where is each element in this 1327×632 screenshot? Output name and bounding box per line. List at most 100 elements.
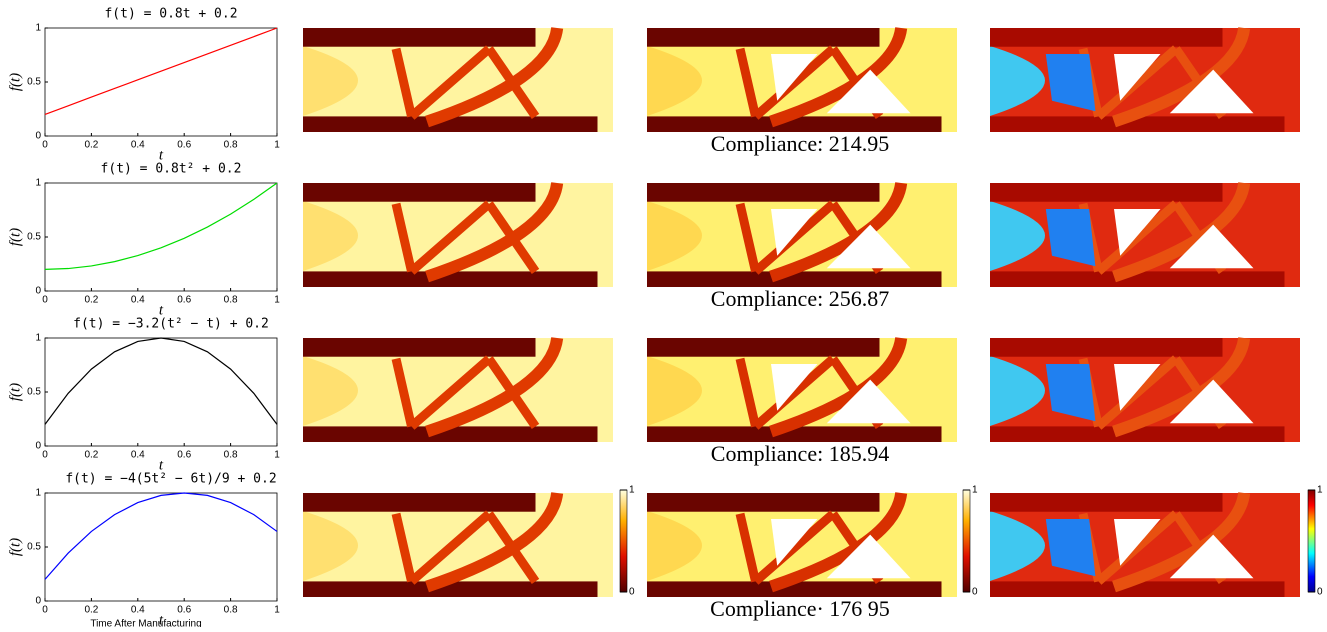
x-tick-label: 0.6 — [177, 140, 191, 151]
x-tick-label: 0.6 — [177, 450, 191, 461]
line-series — [44, 182, 278, 270]
x-caption: Time After Manufacturing — [90, 619, 201, 627]
panel-top — [303, 493, 536, 512]
x-tick-label: 0.4 — [131, 605, 145, 616]
y-tick-label: 1 — [35, 488, 41, 499]
panel-left — [990, 201, 1045, 271]
x-tick-label: 0 — [42, 450, 48, 461]
panel-hole — [1169, 379, 1254, 424]
y-tick-label: 0.5 — [27, 232, 41, 243]
design-panel — [303, 26, 613, 132]
colorbar-tick-label: 1 — [1317, 485, 1323, 496]
design-panel — [647, 491, 957, 597]
y-axis-label: f(t) — [7, 383, 23, 401]
x-tick-label: 1 — [274, 605, 280, 616]
x-axis-label: t — [159, 147, 164, 163]
design-panel — [990, 181, 1300, 287]
y-tick-label: 1 — [35, 178, 41, 189]
panel-hole — [771, 364, 818, 411]
panel-arch — [425, 336, 564, 438]
y-axis-label: f(t) — [7, 538, 23, 556]
x-tick-label: 0.8 — [224, 140, 238, 151]
x-tick-label: 0 — [42, 605, 48, 616]
design-panel — [990, 491, 1300, 597]
x-axis-label: t — [159, 457, 164, 473]
chart-title: f(t) = 0.8t² + 0.2 — [101, 162, 242, 177]
design-panel — [303, 336, 613, 442]
panel-inner — [1045, 519, 1096, 577]
x-tick-label: 0.2 — [84, 140, 98, 151]
panel-hole — [1169, 69, 1254, 114]
y-tick-label: 0.5 — [27, 387, 41, 398]
panel-bottom — [647, 271, 942, 287]
colorbar — [1307, 489, 1316, 593]
line-series — [44, 492, 278, 580]
colorbar — [962, 489, 971, 593]
panel-strut — [391, 45, 540, 120]
panel-strut — [391, 200, 540, 275]
line-series — [44, 337, 278, 425]
colorbar-tick-label: 1 — [972, 485, 978, 496]
y-tick-label: 1 — [35, 23, 41, 34]
design-panel — [990, 26, 1300, 132]
design-panel — [990, 336, 1300, 442]
y-tick-label: 0 — [35, 286, 41, 297]
plot-frame — [44, 27, 278, 137]
panel-hole — [1114, 519, 1161, 566]
y-tick-label: 0.5 — [27, 542, 41, 553]
x-axis-label: t — [159, 302, 164, 318]
panel-hole — [826, 69, 911, 114]
x-tick-label: 0.2 — [84, 605, 98, 616]
compliance-label: Compliance: 214.95 — [711, 131, 889, 156]
panel-top — [990, 183, 1223, 202]
panel-strut — [391, 510, 540, 585]
panel-hole — [771, 54, 818, 101]
panel-top — [303, 183, 536, 202]
x-tick-label: 0.6 — [177, 605, 191, 616]
design-panel — [647, 336, 957, 442]
compliance-label: Compliance: 256.87 — [711, 286, 889, 311]
x-tick-label: 1 — [274, 295, 280, 306]
panel-hole — [1114, 364, 1161, 411]
x-tick-label: 0.6 — [177, 295, 191, 306]
panel-top — [990, 338, 1223, 357]
y-tick-label: 1 — [35, 333, 41, 344]
panel-left — [303, 356, 358, 426]
panel-hole — [1169, 534, 1254, 579]
panel-bottom — [990, 581, 1285, 597]
panel-arch — [425, 26, 564, 128]
design-panel — [647, 181, 957, 287]
panel-left — [990, 356, 1045, 426]
x-tick-label: 0.4 — [131, 295, 145, 306]
x-tick-label: 0.2 — [84, 295, 98, 306]
panel-top — [647, 28, 880, 47]
panel-hole — [826, 534, 911, 579]
panel-left — [647, 46, 702, 116]
panel-bottom — [647, 581, 942, 597]
panel-bottom — [303, 116, 598, 132]
x-tick-label: 1 — [274, 140, 280, 151]
panel-left — [303, 511, 358, 581]
panel-top — [303, 338, 536, 357]
panel-bottom — [647, 426, 942, 442]
panel-hole — [771, 519, 818, 566]
x-tick-label: 0 — [42, 295, 48, 306]
design-panel — [303, 181, 613, 287]
colorbar-tick-label: 0 — [972, 587, 978, 598]
x-tick-label: 1 — [274, 450, 280, 461]
panel-inner — [1045, 209, 1096, 267]
colorbar-tick-label: 1 — [629, 485, 635, 496]
line-series — [44, 27, 278, 115]
x-tick-label: 0.4 — [131, 140, 145, 151]
compliance-label: Compliance· 176 95 — [710, 596, 890, 621]
x-tick-label: 0.8 — [224, 605, 238, 616]
panel-left — [647, 356, 702, 426]
panel-hole — [771, 209, 818, 256]
y-axis-label: f(t) — [7, 73, 23, 91]
y-axis-label: f(t) — [7, 228, 23, 246]
panel-top — [990, 493, 1223, 512]
panel-bottom — [990, 426, 1285, 442]
panel-left — [990, 511, 1045, 581]
panel-left — [647, 511, 702, 581]
